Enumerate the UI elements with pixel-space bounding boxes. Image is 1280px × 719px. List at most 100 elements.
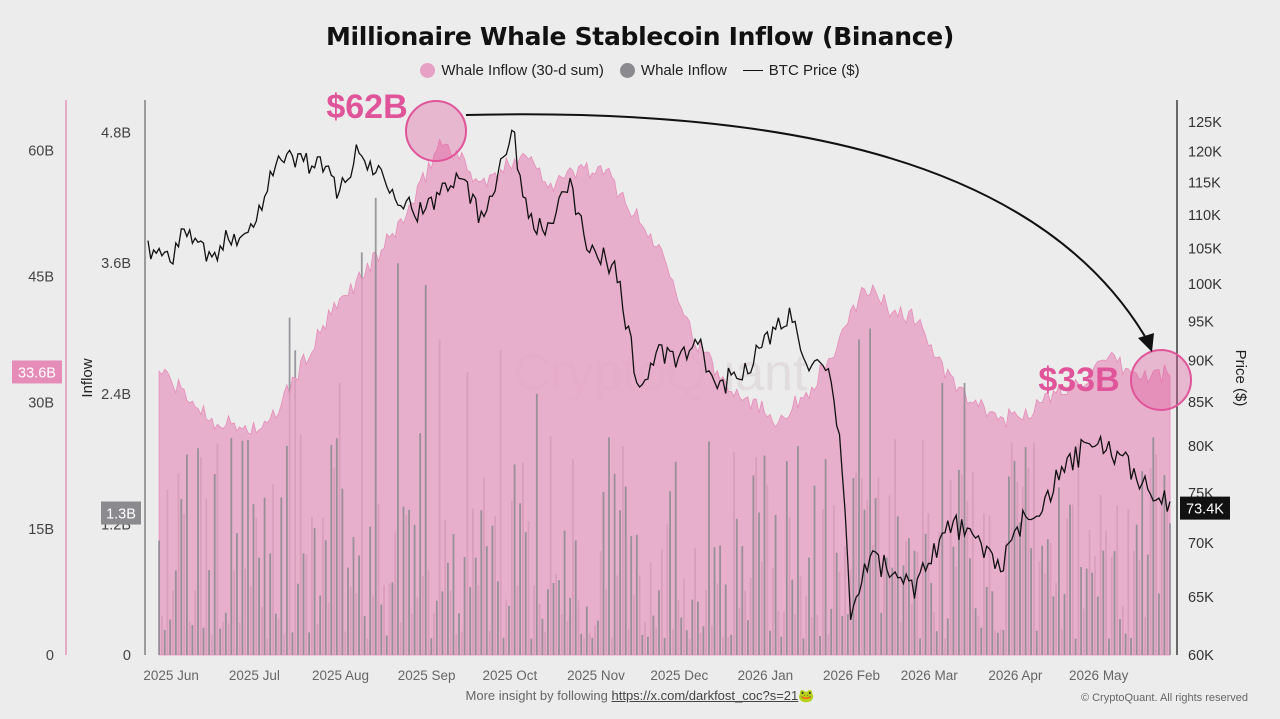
chart-title: Millionaire Whale Stablecoin Inflow (Bin… (325, 22, 955, 51)
inflow-bar (541, 618, 544, 655)
inflow-bar (452, 534, 455, 655)
inflow-bar (935, 631, 938, 655)
inflow-bar (624, 486, 627, 655)
inflow-bar (980, 627, 983, 655)
inflow-bar (1030, 548, 1032, 655)
inflow-bar (435, 600, 438, 655)
inflow-bar (1035, 630, 1038, 655)
x-axis-tick: 2026 Feb (823, 668, 880, 683)
inflow-bar (263, 497, 266, 655)
inflow-bar (1091, 572, 1094, 655)
legend-item-btc-price[interactable]: BTC Price ($) (742, 62, 860, 79)
inflow-30d-sum-area (158, 138, 1171, 656)
inflow-bar (735, 518, 738, 655)
x-axis-tick: 2025 Nov (567, 668, 625, 683)
inflow-bar (808, 557, 810, 655)
inflow-bar (619, 510, 621, 655)
inflow-bar (913, 550, 916, 655)
inflow-bar (852, 478, 855, 655)
inflow-bar (180, 499, 183, 655)
inflow-bar (674, 461, 677, 655)
inflow-bar (230, 438, 233, 655)
inflow-bar (1130, 638, 1132, 655)
price-axis-tick: 85K (1188, 395, 1214, 411)
callout-circle-33b (1130, 349, 1192, 411)
inflow-bar (1124, 633, 1127, 655)
legend: Whale Inflow (30-d sum) Whale Inflow BTC… (0, 62, 1280, 79)
inflow-bar (558, 580, 560, 655)
inflow-bar (374, 197, 377, 655)
inflow-bar (863, 509, 866, 655)
inflow-bar (974, 608, 977, 655)
inflow-bar (369, 526, 372, 655)
price-axis-tick: 80K (1188, 439, 1214, 455)
footer-link[interactable]: https://x.com/darkfost_coc?s=21 (611, 688, 799, 703)
inflow-bar (680, 617, 683, 655)
inflow-bar (569, 598, 571, 655)
inflow-bar (186, 454, 188, 655)
inflow-bar (996, 632, 999, 655)
inflow-bar (585, 606, 588, 655)
price-axis-tick: 110K (1188, 208, 1221, 224)
legend-label: Whale Inflow (30-d sum) (441, 62, 604, 79)
inflow-bar (530, 638, 533, 655)
inflow-bar (780, 636, 783, 655)
inflow-bar (869, 328, 871, 655)
legend-item-inflow[interactable]: Whale Inflow (619, 62, 727, 79)
inflow-bar (824, 459, 827, 655)
inflow-bar (1052, 596, 1055, 655)
inflow-bar (1169, 523, 1171, 655)
inflow-bar (647, 636, 649, 655)
sum-axis-tick: 45B (28, 270, 54, 286)
legend-item-30d-sum[interactable]: Whale Inflow (30-d sum) (420, 62, 604, 79)
inflow-bar (513, 464, 516, 655)
inflow-bar (297, 583, 299, 655)
inflow-bar (485, 546, 488, 655)
callout-label-62b: $62B (326, 88, 407, 126)
inflow-bar (730, 634, 733, 655)
inflow-bar (1013, 461, 1016, 655)
inflow-bar (191, 625, 194, 655)
inflow-bar (835, 552, 838, 655)
inflow-axis-tick: 4.8B (101, 126, 131, 142)
inflow-bar (469, 587, 472, 655)
x-axis-tick: 2026 May (1069, 668, 1129, 683)
inflow-bar (691, 599, 694, 655)
arrowhead-icon (1138, 333, 1154, 352)
inflow-bar (174, 570, 177, 655)
inflow-bar (1141, 471, 1144, 655)
inflow-bar (685, 630, 688, 655)
inflow-bar (880, 612, 883, 655)
inflow-bar (1002, 630, 1005, 655)
inflow-bar (419, 433, 422, 655)
inflow-bar (608, 437, 610, 655)
sum-axis-tick: 0 (46, 648, 54, 664)
inflow-bar (1069, 504, 1071, 655)
inflow-bar (797, 446, 799, 655)
inflow-bar (741, 546, 744, 655)
inflow-bar (219, 628, 222, 655)
inflow-bar (846, 614, 849, 655)
inflow-bar (424, 285, 427, 655)
inflow-bar (208, 570, 210, 655)
inflow-bar (991, 591, 994, 655)
inflow-bar (363, 616, 366, 655)
inflow-bar (1046, 539, 1049, 655)
x-axis-tick: 2026 Apr (988, 668, 1043, 683)
inflow-bar (830, 608, 833, 655)
inflow-bar (563, 530, 566, 655)
inflow-bar (858, 339, 860, 655)
inflow-bar (896, 516, 899, 655)
price-axis-tick: 95K (1188, 314, 1214, 330)
inflow-bar (408, 509, 410, 655)
inflow-bar (613, 473, 616, 655)
inflow-bar (291, 632, 294, 655)
inflow-bar (1102, 550, 1105, 655)
inflow-bar (319, 595, 322, 655)
inflow-bar (158, 540, 160, 655)
inflow-bar (447, 562, 449, 655)
inflow-bar (358, 555, 360, 655)
inflow-current-badge (101, 501, 141, 525)
x-axis-tick: 2026 Jan (738, 668, 794, 683)
